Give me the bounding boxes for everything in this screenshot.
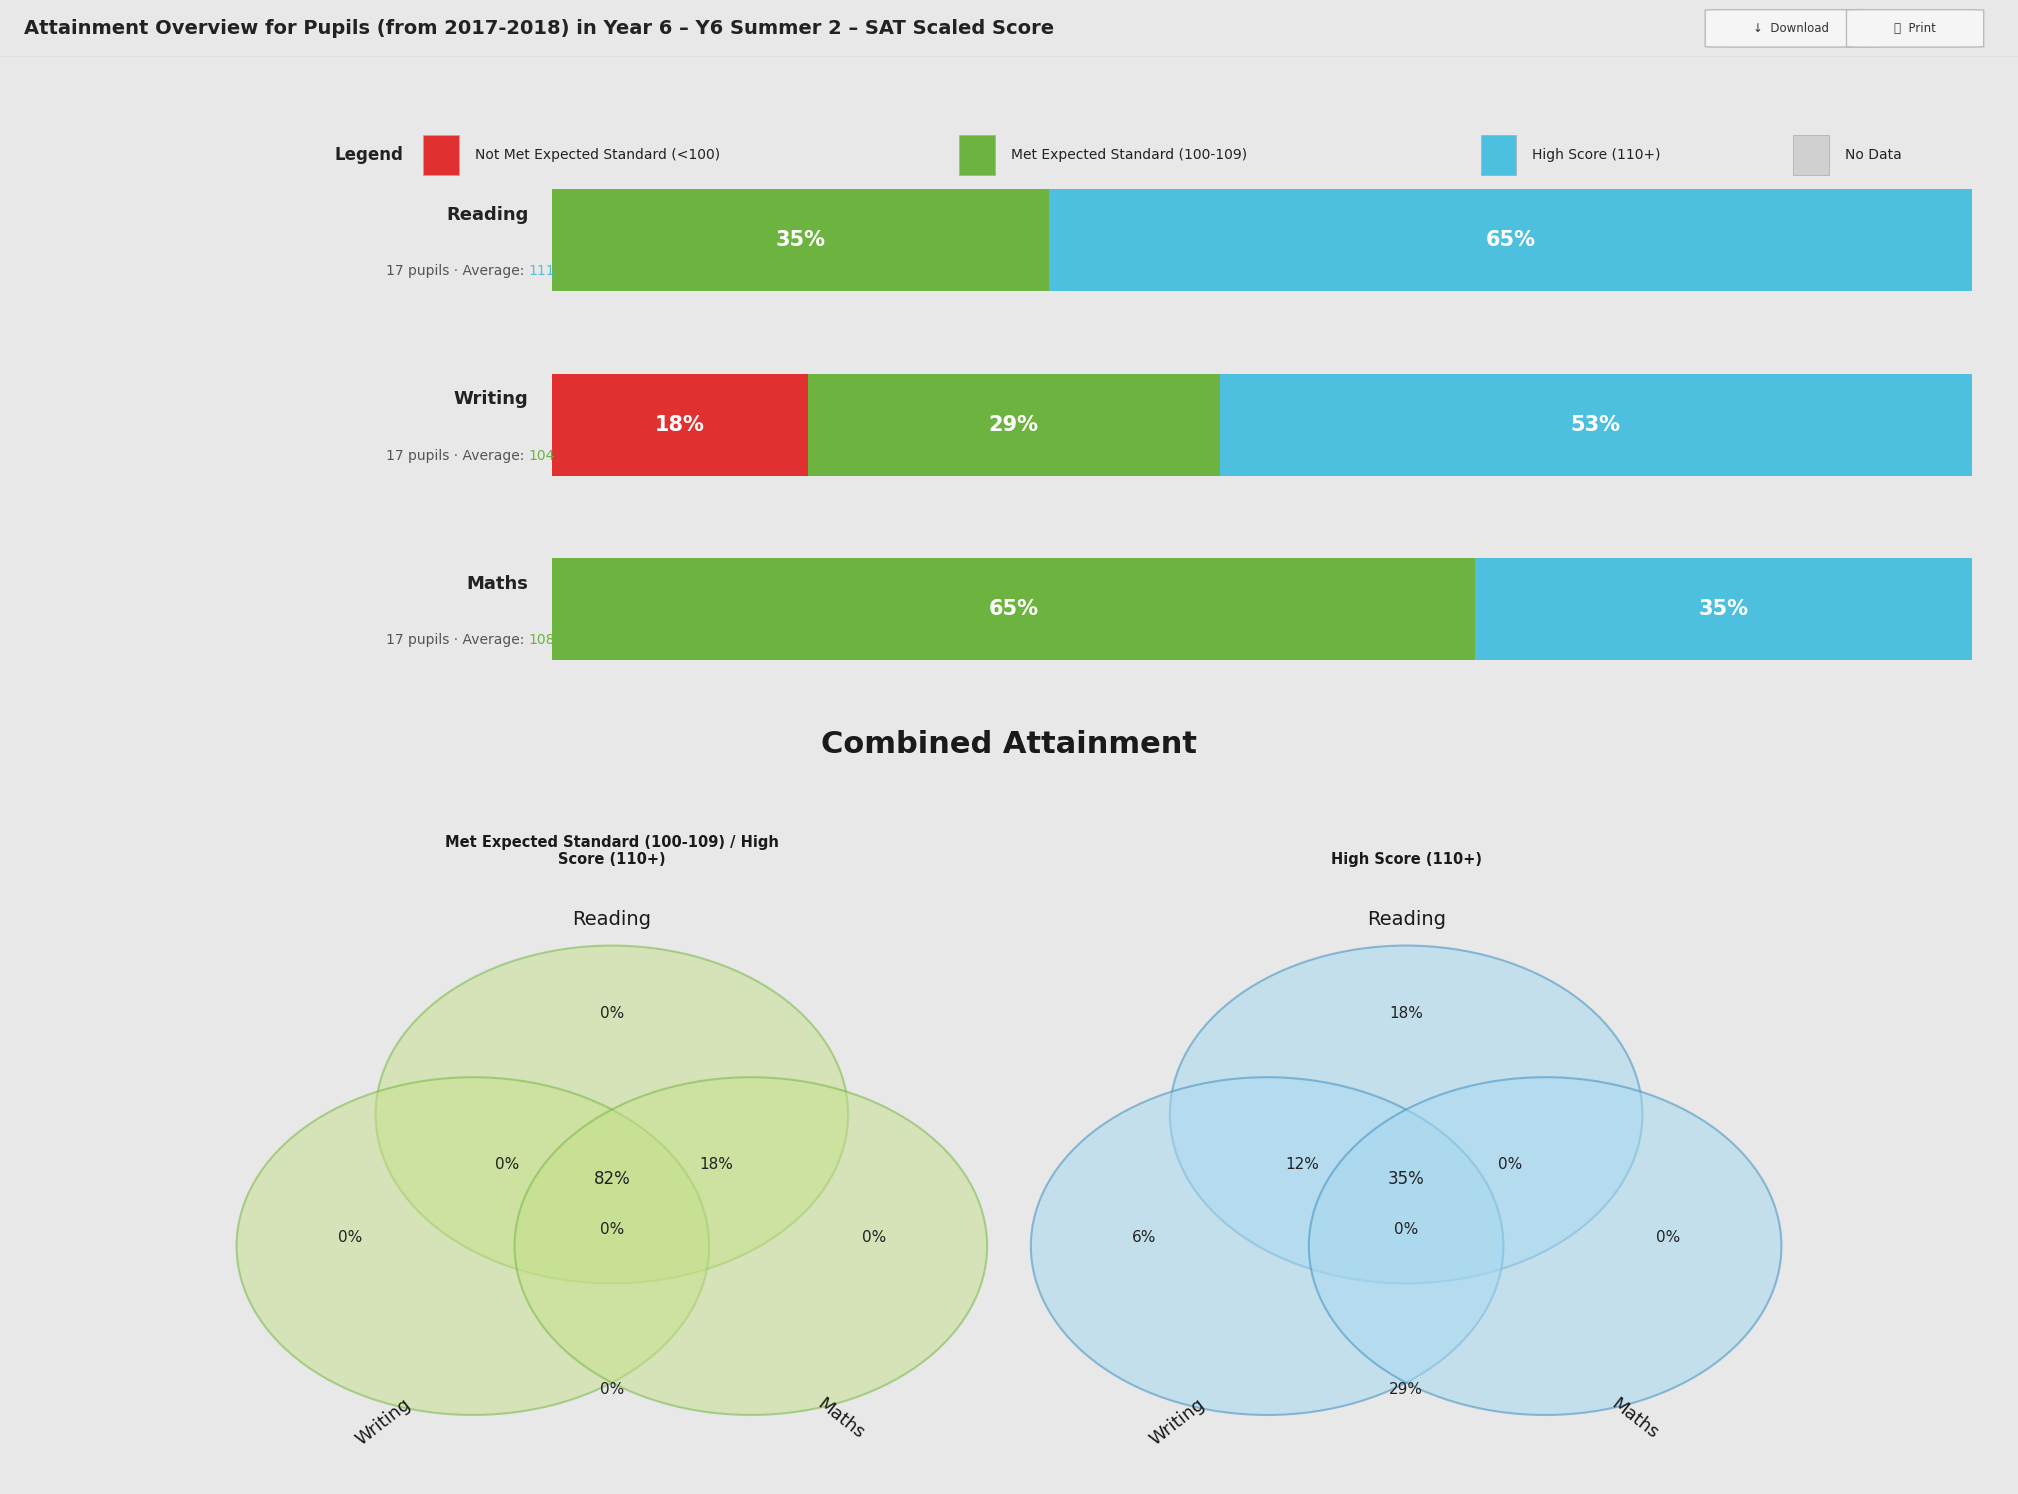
- Text: 17 pupils · Average:: 17 pupils · Average:: [385, 264, 529, 278]
- FancyBboxPatch shape: [553, 559, 1475, 660]
- Text: ↓  Download: ↓ Download: [1754, 22, 1828, 34]
- Circle shape: [375, 946, 848, 1283]
- Text: 111: 111: [529, 264, 555, 278]
- Text: 18%: 18%: [698, 1156, 733, 1171]
- Text: Legend: Legend: [335, 146, 404, 164]
- Text: 0%: 0%: [337, 1230, 361, 1245]
- FancyBboxPatch shape: [1475, 559, 1972, 660]
- FancyBboxPatch shape: [1481, 134, 1516, 175]
- Text: 0%: 0%: [496, 1156, 521, 1171]
- Text: 18%: 18%: [656, 415, 704, 435]
- Text: 6%: 6%: [1132, 1230, 1156, 1245]
- Text: 108: 108: [529, 633, 555, 647]
- Text: Reading: Reading: [1366, 910, 1445, 928]
- FancyBboxPatch shape: [807, 374, 1219, 475]
- Text: 35%: 35%: [1699, 599, 1750, 619]
- Text: Reading: Reading: [446, 206, 529, 224]
- Text: 29%: 29%: [989, 415, 1039, 435]
- Text: 104: 104: [529, 448, 555, 463]
- Text: Maths: Maths: [813, 1395, 868, 1442]
- Text: 0%: 0%: [599, 1222, 624, 1237]
- Text: 0%: 0%: [1657, 1230, 1681, 1245]
- Text: High Score (110+): High Score (110+): [1330, 853, 1481, 868]
- Text: 12%: 12%: [1285, 1156, 1320, 1171]
- Text: 35%: 35%: [1388, 1170, 1425, 1188]
- Circle shape: [1031, 1077, 1503, 1415]
- Text: 0%: 0%: [862, 1230, 886, 1245]
- Circle shape: [1310, 1077, 1782, 1415]
- Text: 82%: 82%: [593, 1170, 630, 1188]
- Text: Writing: Writing: [454, 390, 529, 408]
- Circle shape: [1170, 946, 1643, 1283]
- Text: 29%: 29%: [1388, 1382, 1423, 1397]
- Text: ⎙  Print: ⎙ Print: [1895, 22, 1935, 34]
- Text: Reading: Reading: [573, 910, 652, 928]
- Text: Not Met Expected Standard (<100): Not Met Expected Standard (<100): [474, 148, 720, 161]
- Text: Maths: Maths: [466, 575, 529, 593]
- Text: 0%: 0%: [1394, 1222, 1419, 1237]
- Text: 17 pupils · Average:: 17 pupils · Average:: [385, 448, 529, 463]
- Text: Maths: Maths: [1608, 1395, 1663, 1442]
- FancyBboxPatch shape: [553, 190, 1049, 291]
- Text: Writing: Writing: [351, 1395, 414, 1449]
- FancyBboxPatch shape: [1794, 134, 1828, 175]
- Text: 0%: 0%: [599, 1005, 624, 1020]
- FancyBboxPatch shape: [959, 134, 995, 175]
- FancyBboxPatch shape: [1219, 374, 1972, 475]
- FancyBboxPatch shape: [424, 134, 458, 175]
- Text: No Data: No Data: [1844, 148, 1901, 161]
- Text: 35%: 35%: [775, 230, 825, 249]
- Text: 0%: 0%: [599, 1382, 624, 1397]
- Text: Writing: Writing: [1146, 1395, 1209, 1449]
- Text: Attainment Overview for Pupils (from 2017-2018) in Year 6 – Y6 Summer 2 – SAT Sc: Attainment Overview for Pupils (from 201…: [24, 19, 1053, 37]
- Circle shape: [236, 1077, 708, 1415]
- Text: 0%: 0%: [1497, 1156, 1522, 1171]
- FancyBboxPatch shape: [1846, 9, 1984, 48]
- Text: 18%: 18%: [1388, 1005, 1423, 1020]
- Text: 65%: 65%: [989, 599, 1039, 619]
- Text: Met Expected Standard (100-109): Met Expected Standard (100-109): [1011, 148, 1247, 161]
- Text: Met Expected Standard (100-109) / High
Score (110+): Met Expected Standard (100-109) / High S…: [444, 835, 779, 868]
- Text: 65%: 65%: [1485, 230, 1536, 249]
- FancyBboxPatch shape: [1705, 9, 1877, 48]
- Text: Combined Attainment: Combined Attainment: [821, 729, 1197, 759]
- Text: 17 pupils · Average:: 17 pupils · Average:: [385, 633, 529, 647]
- FancyBboxPatch shape: [553, 374, 807, 475]
- Text: High Score (110+): High Score (110+): [1532, 148, 1661, 161]
- Circle shape: [515, 1077, 987, 1415]
- FancyBboxPatch shape: [1049, 190, 1972, 291]
- Text: 53%: 53%: [1570, 415, 1620, 435]
